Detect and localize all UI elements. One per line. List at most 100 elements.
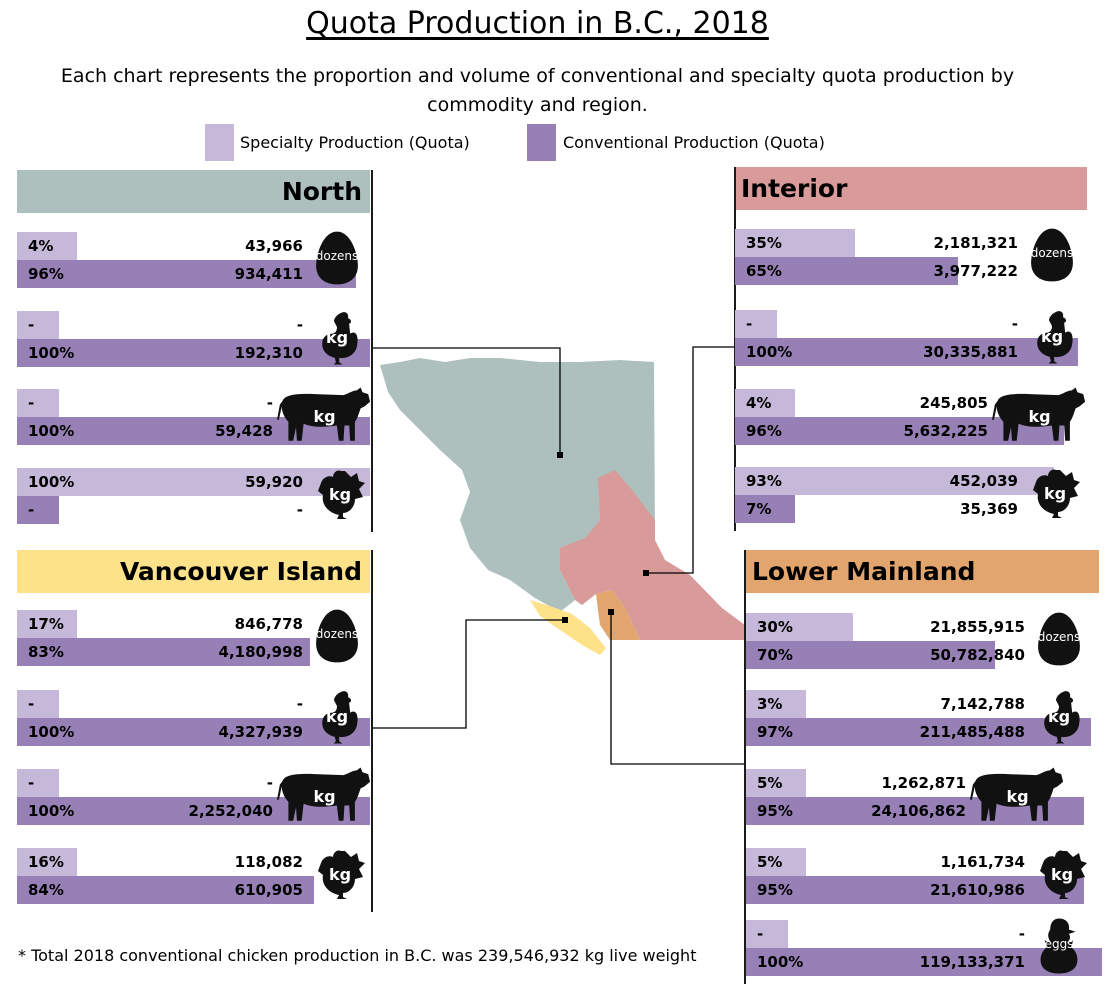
value-conventional-north-dairy: 59,428 [215, 422, 273, 440]
value-conventional-north-turkey: - [296, 501, 303, 519]
region-axis-line-north [371, 170, 373, 532]
value-conventional-lower-mainland-turkey: 21,610,986 [930, 881, 1025, 899]
unit-label-vancouver-island-eggs: dozens [315, 627, 359, 641]
bar-specialty-lower-mainland-hatching-eggs [746, 920, 788, 948]
chicken-icon-vancouver-island-chicken [315, 688, 359, 744]
pct-specialty-vancouver-island-chicken: - [28, 695, 35, 713]
pct-specialty-vancouver-island-eggs: 17% [28, 615, 64, 633]
bar-specialty-vancouver-island-turkey [17, 848, 77, 876]
unit-label-north-chicken: kg [325, 328, 349, 347]
bar-conventional-interior-turkey [735, 495, 795, 523]
value-specialty-lower-mainland-eggs: 21,855,915 [930, 618, 1025, 636]
value-specialty-lower-mainland-hatching-eggs: - [1018, 925, 1025, 943]
pct-conventional-north-eggs: 96% [28, 265, 64, 283]
leader-line-north [373, 347, 561, 455]
value-specialty-lower-mainland-chicken: 7,142,788 [940, 695, 1025, 713]
egg-icon-lower-mainland-eggs [1037, 611, 1081, 667]
unit-label-north-dairy: kg [313, 407, 336, 426]
pct-specialty-interior-dairy: 4% [746, 394, 772, 412]
value-specialty-interior-chicken: - [1011, 315, 1018, 333]
bar-specialty-lower-mainland-dairy [746, 769, 806, 797]
bar-conventional-vancouver-island-chicken [17, 718, 370, 746]
legend-specialty-label: Specialty Production (Quota) [240, 133, 470, 152]
unit-label-lower-mainland-dairy: kg [1006, 787, 1029, 806]
pct-specialty-north-dairy: - [28, 394, 35, 412]
pct-conventional-vancouver-island-turkey: 84% [28, 881, 64, 899]
turkey-icon-lower-mainland-turkey [1037, 846, 1087, 902]
pct-specialty-lower-mainland-dairy: 5% [757, 774, 783, 792]
map-region-vancouver-island [530, 600, 606, 655]
turkey-icon-north-turkey [315, 466, 365, 522]
leader-dot-interior [643, 570, 649, 576]
value-specialty-vancouver-island-eggs: 846,778 [234, 615, 303, 633]
pct-conventional-interior-turkey: 7% [746, 500, 772, 518]
egg-icon-vancouver-island-eggs [315, 608, 359, 664]
value-conventional-lower-mainland-eggs: 50,782,840 [930, 646, 1025, 664]
value-specialty-vancouver-island-dairy: - [266, 774, 273, 792]
bar-conventional-lower-mainland-chicken [746, 718, 1092, 746]
pct-specialty-lower-mainland-eggs: 30% [757, 618, 793, 636]
chicken-icon-north-chicken [315, 309, 359, 365]
turkey-icon-vancouver-island-turkey [315, 846, 365, 902]
pct-specialty-north-chicken: - [28, 316, 35, 334]
bar-specialty-interior-turkey [735, 467, 1054, 495]
leader-dot-north [557, 452, 563, 458]
bar-specialty-vancouver-island-chicken [17, 690, 59, 718]
region-header-lower-mainland: Lower Mainland [746, 550, 1099, 593]
unit-label-interior-turkey: kg [1043, 484, 1067, 503]
value-conventional-lower-mainland-chicken: 211,485,488 [919, 723, 1025, 741]
pct-conventional-vancouver-island-dairy: 100% [28, 802, 75, 820]
value-specialty-north-eggs: 43,966 [245, 237, 303, 255]
bar-specialty-vancouver-island-eggs [17, 610, 77, 638]
bar-specialty-interior-chicken [735, 310, 777, 338]
value-conventional-lower-mainland-hatching-eggs: 119,133,371 [919, 953, 1025, 971]
pct-conventional-interior-eggs: 65% [746, 262, 782, 280]
unit-label-interior-eggs: dozens [1030, 246, 1074, 260]
unit-label-lower-mainland-hatching-eggs: eggs [1044, 937, 1074, 951]
legend-conventional-label: Conventional Production (Quota) [563, 133, 825, 152]
pct-conventional-interior-dairy: 96% [746, 422, 782, 440]
cow-icon-north-dairy [277, 387, 372, 445]
bar-specialty-vancouver-island-dairy [17, 769, 59, 797]
unit-label-interior-dairy: kg [1028, 407, 1051, 426]
unit-label-vancouver-island-chicken: kg [325, 707, 349, 726]
map-region-lower-mainland [596, 590, 640, 640]
value-conventional-vancouver-island-turkey: 610,905 [234, 881, 303, 899]
bar-specialty-interior-eggs [735, 229, 856, 257]
pct-conventional-vancouver-island-chicken: 100% [28, 723, 75, 741]
value-specialty-vancouver-island-chicken: - [296, 695, 303, 713]
value-specialty-interior-eggs: 2,181,321 [933, 234, 1018, 252]
leader-line-interior [646, 346, 735, 574]
pct-conventional-vancouver-island-eggs: 83% [28, 643, 64, 661]
region-axis-line-vancouver-island [371, 550, 373, 912]
pct-conventional-interior-chicken: 100% [746, 343, 793, 361]
bar-conventional-lower-mainland-turkey [746, 876, 1085, 904]
value-specialty-lower-mainland-turkey: 1,161,734 [940, 853, 1025, 871]
turkey-icon-interior-turkey [1030, 465, 1080, 521]
cow-icon-vancouver-island-dairy [277, 767, 372, 825]
bar-specialty-north-chicken [17, 311, 59, 339]
value-conventional-interior-dairy: 5,632,225 [903, 422, 988, 440]
bar-conventional-interior-eggs [735, 257, 958, 285]
egg-icon-interior-eggs [1030, 227, 1074, 283]
pct-conventional-north-turkey: - [28, 501, 35, 519]
leader-dot-lower-mainland [608, 609, 614, 615]
cow-icon-lower-mainland-dairy [970, 767, 1065, 825]
region-header-vancouver-island: Vancouver Island [17, 550, 370, 593]
unit-label-lower-mainland-turkey: kg [1050, 865, 1074, 884]
pct-specialty-vancouver-island-turkey: 16% [28, 853, 64, 871]
leader-line-vancouver-island [373, 619, 565, 729]
bar-specialty-lower-mainland-eggs [746, 613, 853, 641]
value-conventional-interior-chicken: 30,335,881 [923, 343, 1018, 361]
bar-conventional-vancouver-island-turkey [17, 876, 314, 904]
pct-specialty-interior-turkey: 93% [746, 472, 782, 490]
leader-dot-vancouver-island [562, 617, 568, 623]
pct-specialty-interior-eggs: 35% [746, 234, 782, 252]
value-conventional-north-chicken: 192,310 [234, 344, 303, 362]
footnote: * Total 2018 conventional chicken produc… [18, 946, 697, 965]
value-conventional-lower-mainland-dairy: 24,106,862 [871, 802, 966, 820]
egg-icon-north-eggs [315, 230, 359, 286]
pct-specialty-vancouver-island-dairy: - [28, 774, 35, 792]
chart-title: Quota Production in B.C., 2018 [306, 6, 769, 41]
